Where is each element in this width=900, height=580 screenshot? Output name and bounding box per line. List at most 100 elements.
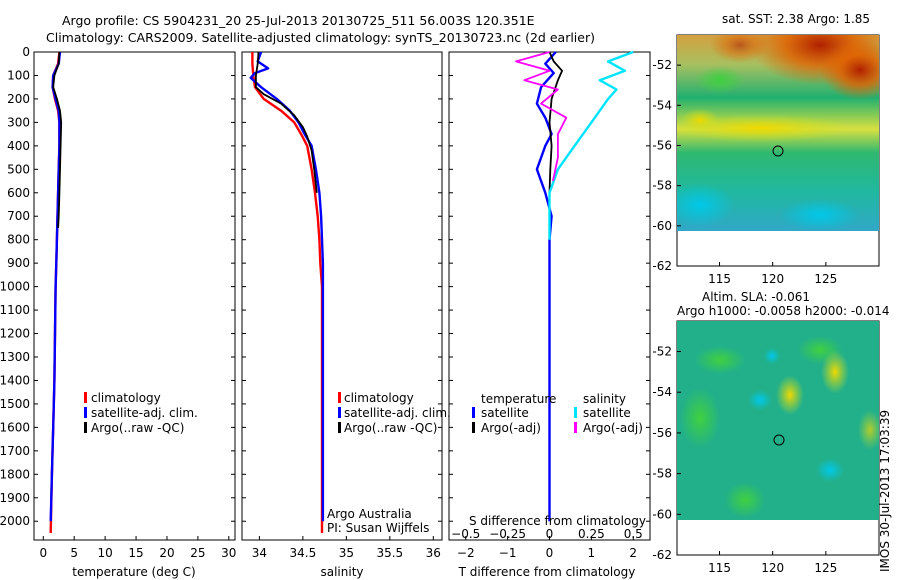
sst-cold-patch: [677, 183, 735, 227]
temperature-axes: 0 5 10 15 20 25 300100200300400500600700800900…: [0, 45, 236, 560]
t-difference-axis-label: T difference from climatology: [458, 565, 636, 579]
x-tick-label: 20: [159, 546, 174, 560]
sst-front-band: [677, 114, 850, 142]
figure-title-line1: Argo profile: CS 5904231_20 25-Jul-2013 …: [62, 13, 535, 28]
sla-high-patch: [821, 350, 849, 394]
y-tick-label: 0: [22, 45, 30, 59]
legend-label-t-satellite: satellite: [481, 406, 529, 420]
sla-high-patch: [858, 410, 879, 450]
x-tick-label: 2: [629, 546, 637, 560]
legend-label-satellite: satellite-adj. clim.: [344, 406, 451, 420]
legend-swatch-climatology: [338, 392, 341, 403]
legend-label-climatology: climatology: [344, 391, 414, 405]
series-line-argo: [52, 51, 63, 229]
series-line-t-satellite: [535, 51, 557, 522]
y-tick-label: 1100: [0, 303, 30, 317]
argo-location-marker: [773, 434, 785, 446]
salinity-axes: 34 34.5 35 35.5 36: [242, 51, 442, 560]
x-tick-label: 15: [128, 546, 143, 560]
sla-map-axes: 115 120 125 -52 -54 -56 -58 -60 -62: [652, 345, 837, 575]
temperature-panel-frame: [33, 51, 236, 541]
temperature-legend: climatology satellite-adj. clim. Argo(..…: [84, 391, 198, 435]
y-tick-label: -56: [652, 426, 672, 440]
x-tick-label: 115: [708, 272, 731, 286]
legend-swatch-climatology: [84, 392, 87, 403]
y-tick-label: -54: [652, 385, 672, 399]
x-tick-label: 5: [70, 546, 78, 560]
imos-timestamp-label: IMOS 30-Jul-2013 17:03:39: [878, 410, 892, 572]
salinity-axis-label: salinity: [320, 565, 363, 579]
x-tick-label: 125: [814, 561, 837, 575]
y-tick-label: 1800: [0, 467, 30, 481]
legend-label-argo: Argo(..raw -QC): [344, 421, 437, 435]
x2-tick-label: 0.25: [578, 527, 605, 541]
legend-swatch-argo: [84, 422, 87, 433]
legend-swatch-s-argo: [574, 422, 577, 433]
x-tick-label: −1: [499, 546, 517, 560]
y-tick-label: 300: [7, 115, 30, 129]
legend-swatch-s-satellite: [574, 407, 577, 418]
legend-label-climatology: climatology: [91, 391, 161, 405]
s-difference-axis-label: S difference from climatology: [469, 514, 646, 528]
legend-label-t-argo: Argo(-adj): [481, 421, 541, 435]
y-tick-label: -58: [652, 179, 672, 193]
y-tick-label: 900: [7, 256, 30, 270]
series-line-t-argo: [548, 51, 563, 217]
x-tick-label: 0: [39, 546, 47, 560]
sla-heatmap: [677, 321, 879, 520]
x-tick-label: 35: [339, 546, 354, 560]
legend-label-s-satellite: satellite: [583, 406, 631, 420]
x-tick-label: 115: [708, 561, 731, 575]
x2-tick-label: 0: [546, 527, 554, 541]
sla-low-patch: [748, 390, 772, 410]
difference-axes: −2 −1 0 1 2 −0.5 −0.25 0 0.25 0.5: [449, 50, 650, 560]
x2-tick-label: −0.25: [489, 527, 526, 541]
legend-swatch-t-argo: [472, 422, 475, 433]
sla-high-patch: [776, 375, 804, 415]
y-tick-label: -54: [652, 98, 672, 112]
y-tick-label: 400: [7, 139, 30, 153]
x2-tick-label: 0.5: [624, 527, 643, 541]
argo-location-marker: [772, 145, 784, 157]
data-source-annotation: Argo Australia: [327, 507, 412, 521]
difference-legend: temperature salinity satellite Argo(-adj…: [472, 392, 643, 435]
sst-warm-patch: [820, 40, 879, 100]
y-tick-label: 100: [7, 68, 30, 82]
x-tick-label: 30: [221, 546, 236, 560]
y-tick-label: 1200: [0, 327, 30, 341]
y-tick-label: 1900: [0, 491, 30, 505]
legend-label-s-argo: Argo(-adj): [583, 421, 643, 435]
sla-low-patch: [764, 348, 780, 364]
series-line-satellite: [249, 51, 325, 522]
y-tick-label: 600: [7, 186, 30, 200]
sst-cold-patch: [780, 199, 860, 231]
sst-warm-patch: [710, 35, 770, 63]
y-tick-label: 1300: [0, 350, 30, 364]
sst-map-axes: 115 120 125 -52 -54 -56 -58 -60 -62: [652, 58, 837, 286]
sla-map-title-line1: Altim. SLA: -0.061: [702, 290, 810, 304]
sla-map-title-line2: Argo h1000: -0.0058 h2000: -0.014: [677, 304, 890, 318]
y-tick-label: -52: [652, 345, 672, 359]
legend-swatch-satellite: [338, 407, 341, 418]
y-tick-label: 500: [7, 162, 30, 176]
x-tick-label: −2: [457, 546, 475, 560]
y-tick-label: 1700: [0, 444, 30, 458]
temperature-axis-label: temperature (deg C): [72, 565, 195, 579]
sst-green-patch: [695, 66, 745, 94]
legend-label-argo: Argo(..raw -QC): [91, 421, 184, 435]
x2-tick-label: −0.5: [451, 527, 480, 541]
x-tick-label: 0: [546, 546, 554, 560]
pi-annotation: PI: Susan Wijffels: [327, 521, 429, 535]
y-tick-label: -52: [652, 58, 672, 72]
x-tick-label: 35.5: [376, 546, 403, 560]
x-tick-label: 125: [814, 272, 837, 286]
series-line-s-satellite: [548, 50, 634, 240]
salinity-panel-frame: [241, 51, 443, 541]
sla-green-patch: [725, 482, 765, 518]
sla-map: [676, 320, 880, 556]
series-line-s-argo: [515, 51, 568, 182]
sla-low-patch: [816, 458, 844, 482]
y-tick-label: -56: [652, 138, 672, 152]
series-line-argo: [254, 51, 318, 193]
